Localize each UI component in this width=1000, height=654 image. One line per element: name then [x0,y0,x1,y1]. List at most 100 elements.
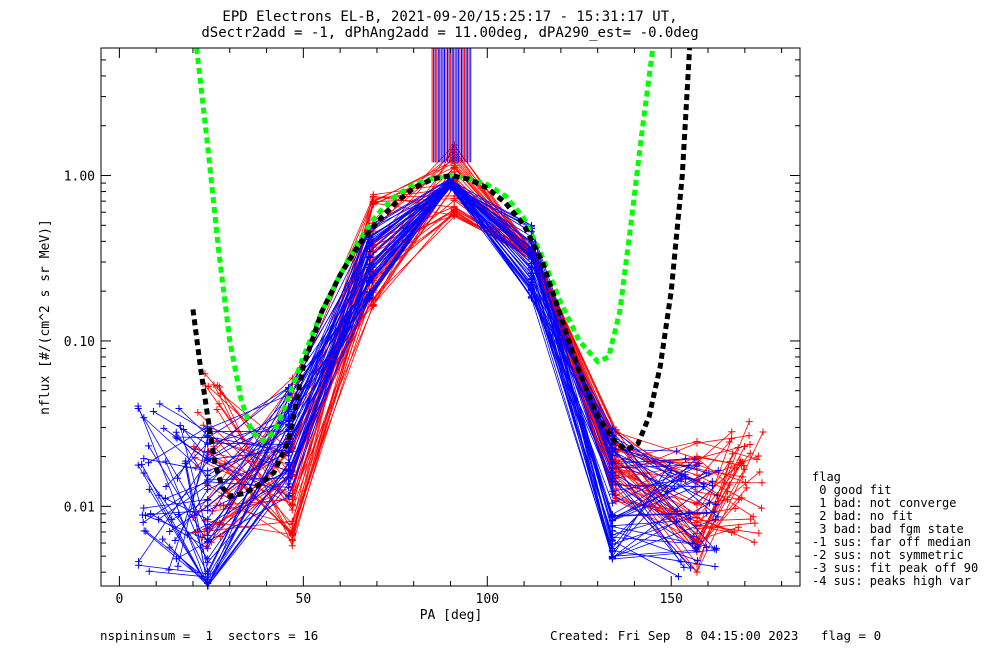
data-point-marker [140,455,148,463]
legend-entry: -3 sus: fit peak off 90 [812,561,978,575]
data-point-marker [155,515,163,523]
data-point-marker [183,531,191,539]
x-tick-label: 100 [476,592,499,607]
data-point-marker [608,460,616,468]
data-point-marker [743,484,751,492]
legend-title: flag [812,470,841,484]
data-point-marker [675,573,683,581]
spin-trace [187,180,719,536]
data-point-marker [172,433,180,441]
footer-left: nspininsum = 1 sectors = 16 [100,628,318,643]
data-point-marker [366,261,374,269]
data-point-marker [288,486,296,494]
data-point-marker [285,483,293,491]
spin-trace [177,183,677,567]
data-point-marker [199,421,207,429]
data-point-marker [155,491,163,499]
data-point-marker [162,482,170,490]
data-point-marker [204,467,212,475]
data-point-marker [527,281,535,289]
data-point-marker [166,528,174,536]
data-point-marker [215,400,223,408]
data-point-marker [450,205,458,213]
data-point-marker [608,512,616,520]
data-point-marker [214,381,222,389]
data-point-marker [746,440,754,448]
data-point-marker [680,563,688,571]
data-layer [134,48,767,590]
data-point-marker [145,567,153,575]
data-point-marker [753,455,761,463]
data-point-marker [728,529,736,537]
chart-title-line-2: dSectr2add = -1, dPhAng2add = 11.00deg, … [201,25,698,41]
data-point-marker [149,408,157,416]
data-point-marker [694,543,702,551]
data-point-marker [134,405,142,413]
data-point-marker [608,499,616,507]
data-point-marker [734,443,742,451]
data-point-marker [369,297,377,305]
data-point-marker [160,424,168,432]
data-point-marker [738,458,746,466]
data-point-marker [285,452,293,460]
data-point-marker [702,543,710,551]
data-point-marker [708,482,716,490]
data-point-marker [204,531,212,539]
data-point-marker [159,535,167,543]
data-point-marker [527,264,535,272]
data-point-marker [144,459,152,467]
data-point-marker [746,449,754,457]
data-point-marker [608,554,616,562]
legend-entry: 0 good fit [812,483,891,497]
data-point-marker [749,513,757,521]
spin-trace [149,184,671,578]
data-point-marker [713,492,721,500]
data-point-marker [687,564,695,572]
data-point-marker [693,499,701,507]
data-point-marker [734,523,742,531]
data-point-marker [139,518,147,526]
spin-trace [179,185,700,537]
peak-overflow-lines [431,48,472,163]
data-point-marker [450,211,458,219]
data-point-marker [686,514,694,522]
data-point-marker [751,519,759,527]
data-point-marker [741,442,749,450]
data-point-marker [285,492,293,500]
data-point-marker [693,557,701,565]
data-point-marker [673,447,681,455]
data-point-marker [759,428,767,436]
data-point-marker [673,508,681,516]
data-point-marker [728,428,736,436]
data-point-marker [142,527,150,535]
data-point-marker [705,499,713,507]
legend-entry: -1 sus: far off median [812,535,971,549]
spin-trace [205,198,742,542]
legend-entry: -4 sus: peaks high var [812,574,971,588]
data-point-marker [145,485,153,493]
fit-curves-layer [190,47,693,500]
data-point-marker [366,268,374,276]
data-point-marker [682,455,690,463]
data-point-marker [145,442,153,450]
data-point-marker [176,421,184,429]
data-point-marker [608,475,616,483]
data-point-marker [180,425,188,433]
data-point-marker [173,474,181,482]
data-point-marker [366,288,374,296]
data-point-marker [288,517,296,525]
data-point-marker [204,454,212,462]
data-point-marker [135,561,143,569]
x-axis-label: PA [deg] [420,608,483,623]
legend-entry: -2 sus: not symmetric [812,548,964,562]
data-point-marker [758,479,766,487]
data-point-marker [758,504,766,512]
data-point-marker [690,533,698,541]
spin-trace [163,185,696,522]
data-point-marker [670,485,678,493]
x-tick-label: 150 [659,592,682,607]
data-point-marker [711,515,719,523]
data-point-marker [213,405,221,413]
data-point-marker [527,293,535,301]
data-point-marker [608,527,616,535]
